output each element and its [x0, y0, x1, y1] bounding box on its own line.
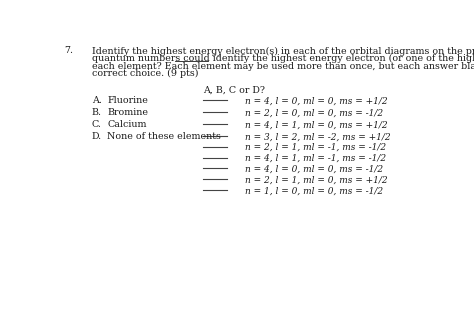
Text: D.: D.	[92, 132, 102, 141]
Text: Calcium: Calcium	[107, 120, 147, 129]
Text: n = 1, l = 0, ml = 0, ms = -1/2: n = 1, l = 0, ml = 0, ms = -1/2	[245, 186, 383, 195]
Text: correct choice. (9 pts): correct choice. (9 pts)	[92, 69, 198, 78]
Text: n = 2, l = 1, ml = -1, ms = -1/2: n = 2, l = 1, ml = -1, ms = -1/2	[245, 143, 386, 152]
Text: n = 4, l = 0, ml = 0, ms = -1/2: n = 4, l = 0, ml = 0, ms = -1/2	[245, 165, 383, 174]
Text: Fluorine: Fluorine	[107, 97, 148, 106]
Text: C.: C.	[92, 120, 102, 129]
Text: n = 4, l = 1, ml = 0, ms = +1/2: n = 4, l = 1, ml = 0, ms = +1/2	[245, 120, 388, 129]
Text: n = 3, l = 2, ml = -2, ms = +1/2: n = 3, l = 2, ml = -2, ms = +1/2	[245, 132, 391, 141]
Text: n = 2, l = 1, ml = 0, ms = +1/2: n = 2, l = 1, ml = 0, ms = +1/2	[245, 175, 388, 184]
Text: Bromine: Bromine	[107, 109, 148, 118]
Text: quantum numbers could identify the highest energy electron (or one of the highes: quantum numbers could identify the highe…	[92, 54, 474, 63]
Text: None of these elements: None of these elements	[107, 132, 221, 141]
Text: Identify the highest energy electron(s) in each of the orbital diagrams on the p: Identify the highest energy electron(s) …	[92, 47, 474, 56]
Text: n = 2, l = 0, ml = 0, ms = -1/2: n = 2, l = 0, ml = 0, ms = -1/2	[245, 109, 383, 118]
Text: A, B, C or D?: A, B, C or D?	[202, 86, 264, 95]
Text: each element? Each element may be used more than once, but each answer blank wil: each element? Each element may be used m…	[92, 62, 474, 70]
Text: A.: A.	[92, 97, 102, 106]
Text: 7.: 7.	[64, 47, 73, 56]
Text: n = 4, l = 0, ml = 0, ms = +1/2: n = 4, l = 0, ml = 0, ms = +1/2	[245, 97, 388, 106]
Text: n = 4, l = 1, ml = -1, ms = -1/2: n = 4, l = 1, ml = -1, ms = -1/2	[245, 154, 386, 163]
Text: B.: B.	[92, 109, 102, 118]
